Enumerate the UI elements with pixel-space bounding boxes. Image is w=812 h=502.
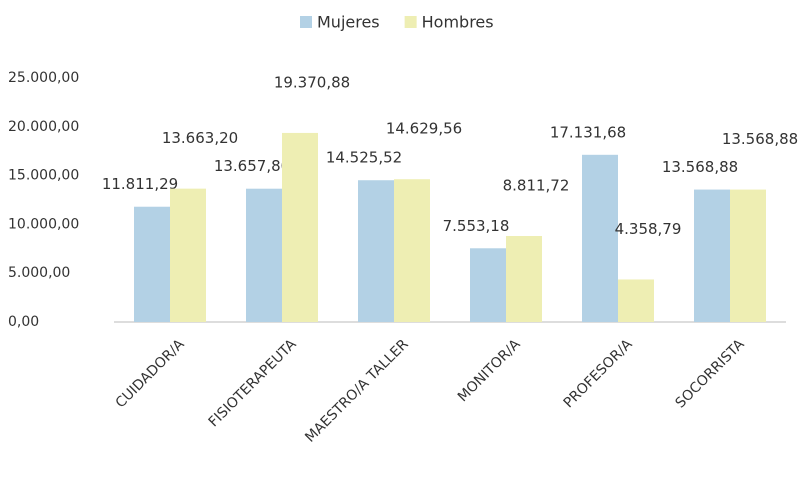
x-tick-label: PROFESOR/A <box>561 336 636 411</box>
data-label: 19.370,88 <box>274 73 350 91</box>
y-tick-label: 10.000,00 <box>8 216 79 232</box>
legend-swatch <box>300 16 312 28</box>
data-label: 13.657,80 <box>214 157 290 175</box>
bar <box>470 248 506 322</box>
bar <box>506 235 542 322</box>
y-tick-label: 20.000,00 <box>8 119 79 135</box>
legend-label: Hombres <box>422 13 494 32</box>
bar <box>170 188 206 322</box>
data-label: 13.663,20 <box>162 129 238 147</box>
bar <box>358 180 394 322</box>
data-label: 17.131,68 <box>550 123 626 141</box>
bar <box>394 179 430 322</box>
bar <box>582 154 618 322</box>
y-tick-label: 5.000,00 <box>8 265 70 281</box>
legend-swatch <box>404 16 417 28</box>
data-label: 4.358,79 <box>615 220 682 238</box>
data-label: 14.629,56 <box>386 120 462 138</box>
y-tick-label: 15.000,00 <box>8 168 79 184</box>
x-tick-label: SOCORRISTA <box>673 336 748 411</box>
x-tick-label: FISIOTERAPEUTA <box>206 336 300 430</box>
data-label: 13.568,88 <box>662 158 738 176</box>
data-label: 7.553,18 <box>443 217 510 235</box>
x-tick-label: CUIDADOR/A <box>113 336 188 411</box>
y-tick-label: 25.000,00 <box>8 70 79 86</box>
x-tick-label: MONITOR/A <box>455 336 524 405</box>
data-label: 13.568,88 <box>722 130 798 148</box>
x-tick-label: MAESTRO/A TALLER <box>302 336 412 446</box>
data-label: 8.811,72 <box>503 176 570 194</box>
bar <box>134 206 170 322</box>
bar <box>730 189 766 322</box>
data-label: 11.811,29 <box>102 175 178 193</box>
y-tick-label: 0,00 <box>8 314 39 330</box>
bar <box>282 132 318 322</box>
data-label: 14.525,52 <box>326 149 402 167</box>
bar <box>694 189 730 322</box>
bar <box>246 188 282 322</box>
bar <box>618 279 654 322</box>
legend-label: Mujeres <box>317 13 380 32</box>
